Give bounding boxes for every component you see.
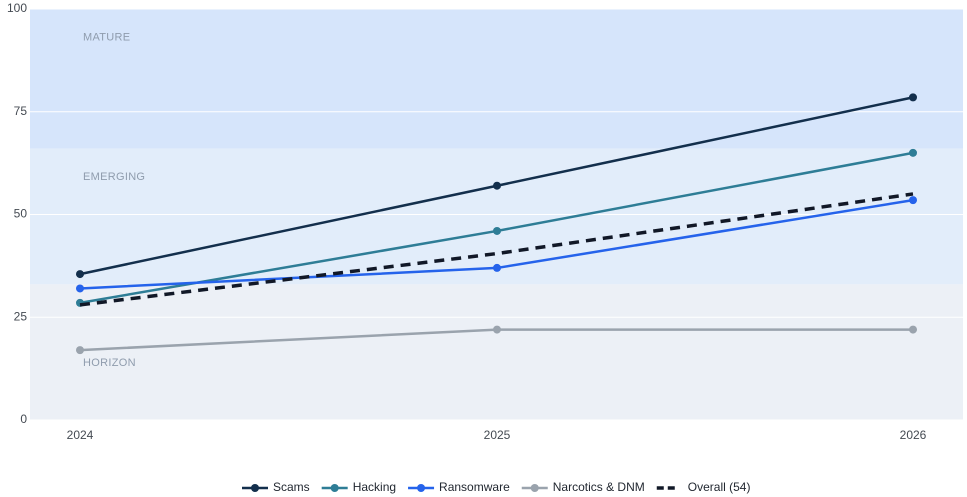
legend: Scams Hacking Ransomware Narcotics & DNM Ove…: [242, 480, 750, 494]
series-overall-54: [79, 192, 914, 307]
legend-label: Scams: [273, 480, 310, 494]
legend-label: Overall (54): [688, 480, 751, 494]
data-point: [909, 93, 917, 102]
series-hacking: [76, 148, 917, 307]
data-point: [909, 148, 917, 157]
legend-item-hacking: Hacking: [321, 480, 396, 494]
series-lines: [76, 93, 917, 355]
band-label-mature: MATURE: [83, 32, 130, 44]
series-scams: [76, 93, 917, 279]
data-point: [493, 226, 501, 235]
y-tick-label: 50: [14, 207, 28, 221]
data-point: [493, 181, 501, 190]
legend-item-ransomware: Ransomware: [408, 480, 510, 494]
y-tick-label: 75: [14, 104, 28, 118]
legend-marker: [417, 484, 426, 492]
band-label-horizon: HORIZON: [83, 357, 136, 369]
data-point: [76, 270, 84, 279]
x-tick-label: 2024: [67, 428, 94, 442]
x-axis-ticks: 2024 2025 2026: [67, 428, 927, 442]
data-point: [493, 325, 501, 334]
gridlines: [30, 8, 963, 421]
band-horizon: [30, 284, 963, 420]
y-tick-label: 25: [14, 309, 28, 323]
legend-marker: [251, 484, 259, 492]
series-narcotics-dnm: [76, 325, 917, 355]
series-line: [79, 192, 914, 307]
data-point: [909, 196, 917, 205]
legend-item-overall-54: Overall (54): [656, 480, 751, 494]
legend-item-scams: Scams: [242, 480, 310, 494]
y-tick-label: 0: [20, 412, 27, 426]
data-point: [76, 346, 84, 355]
legend-item-narcotics-dnm: Narcotics & DNM: [521, 480, 645, 494]
legend-label: Hacking: [353, 480, 396, 494]
series-ransomware: [76, 196, 917, 293]
legend-marker: [530, 484, 539, 492]
legend-marker: [330, 484, 339, 492]
data-point: [909, 325, 917, 334]
data-point: [76, 284, 84, 293]
y-axis-ticks: 0 25 50 75 100: [7, 1, 27, 426]
band-labels: MATURE EMERGING HORIZON: [83, 32, 145, 369]
band-mature: [30, 9, 963, 149]
legend-label: Narcotics & DNM: [553, 480, 645, 494]
y-tick-label: 100: [7, 1, 27, 15]
x-tick-label: 2025: [484, 428, 511, 442]
legend-label: Ransomware: [439, 480, 510, 494]
band-label-emerging: EMERGING: [83, 171, 145, 183]
x-tick-label: 2026: [900, 428, 927, 442]
data-point: [493, 263, 501, 272]
